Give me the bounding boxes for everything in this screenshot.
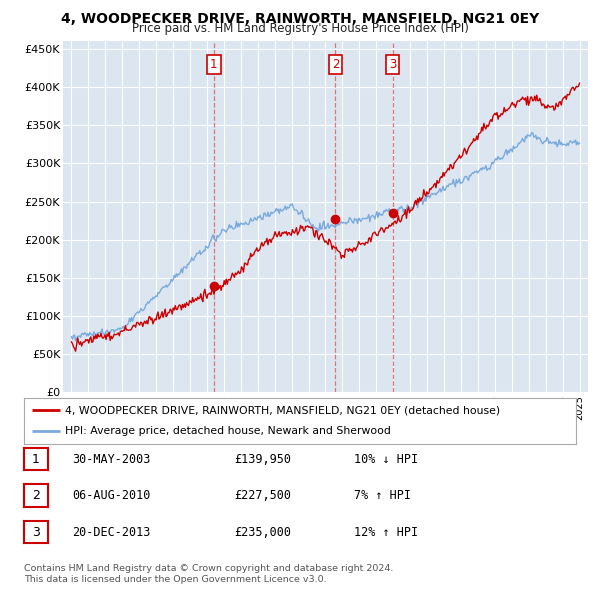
Text: 06-AUG-2010: 06-AUG-2010 [72,489,151,502]
Text: 10% ↓ HPI: 10% ↓ HPI [354,453,418,466]
Text: 1: 1 [32,453,40,466]
Text: 4, WOODPECKER DRIVE, RAINWORTH, MANSFIELD, NG21 0EY: 4, WOODPECKER DRIVE, RAINWORTH, MANSFIEL… [61,12,539,26]
Text: Contains HM Land Registry data © Crown copyright and database right 2024.: Contains HM Land Registry data © Crown c… [24,565,394,573]
Text: 4, WOODPECKER DRIVE, RAINWORTH, MANSFIELD, NG21 0EY (detached house): 4, WOODPECKER DRIVE, RAINWORTH, MANSFIEL… [65,405,500,415]
Text: 12% ↑ HPI: 12% ↑ HPI [354,526,418,539]
Text: HPI: Average price, detached house, Newark and Sherwood: HPI: Average price, detached house, Newa… [65,426,391,436]
Text: 3: 3 [32,526,40,539]
Text: 20-DEC-2013: 20-DEC-2013 [72,526,151,539]
Text: 2: 2 [32,489,40,502]
Text: This data is licensed under the Open Government Licence v3.0.: This data is licensed under the Open Gov… [24,575,326,584]
Text: £235,000: £235,000 [234,526,291,539]
Text: 30-MAY-2003: 30-MAY-2003 [72,453,151,466]
Text: £139,950: £139,950 [234,453,291,466]
Text: 7% ↑ HPI: 7% ↑ HPI [354,489,411,502]
Text: 2: 2 [332,58,339,71]
Text: 1: 1 [210,58,218,71]
Text: Price paid vs. HM Land Registry's House Price Index (HPI): Price paid vs. HM Land Registry's House … [131,22,469,35]
Text: 3: 3 [389,58,397,71]
Text: £227,500: £227,500 [234,489,291,502]
